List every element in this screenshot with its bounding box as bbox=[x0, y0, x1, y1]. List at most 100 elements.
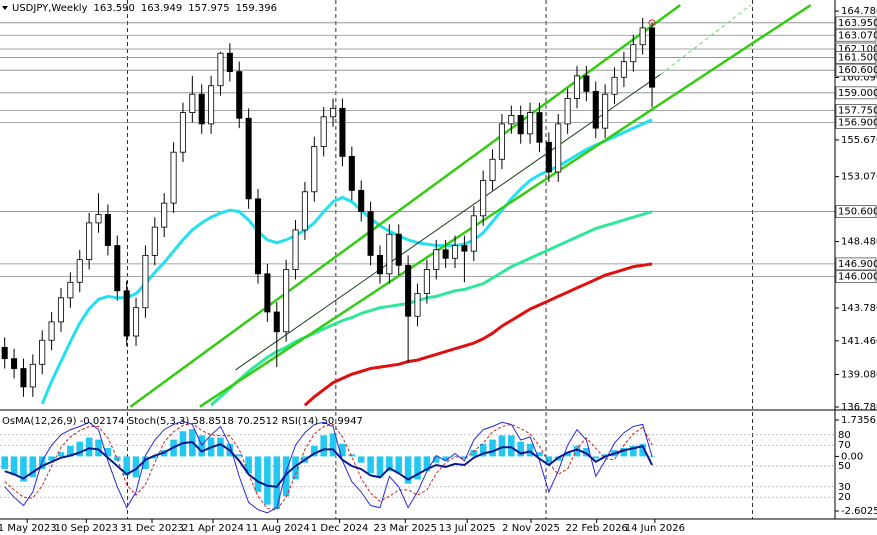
level-label-box bbox=[835, 116, 877, 129]
osma-bar bbox=[508, 435, 515, 457]
osma-bar bbox=[386, 456, 393, 472]
stoch-main bbox=[4, 420, 653, 514]
x-tick-label: 23 Mar 2025 bbox=[374, 523, 437, 534]
osma-bar bbox=[29, 456, 37, 478]
chart-header: USDJPY,Weekly 163.590 163.949 157.975 159.39… bbox=[12, 3, 277, 14]
chart-title: USDJPY,Weekly bbox=[12, 3, 88, 14]
candle-body bbox=[564, 98, 571, 125]
osma-bar bbox=[10, 456, 18, 476]
candle-body bbox=[527, 112, 534, 135]
candle-body bbox=[470, 215, 477, 252]
candle-body bbox=[639, 27, 646, 46]
level-label: 162.100 bbox=[838, 44, 877, 55]
osma-bar bbox=[479, 443, 487, 457]
y-tick-label: 141.460 bbox=[841, 336, 877, 347]
level-label-box bbox=[835, 205, 877, 218]
osma-bar bbox=[357, 456, 365, 463]
x-tick-label: 10 Sep 2023 bbox=[55, 523, 118, 534]
candle-body bbox=[442, 249, 449, 259]
osma-bar bbox=[470, 450, 478, 457]
candle-body bbox=[86, 222, 93, 261]
candle-body bbox=[480, 180, 487, 217]
header: USDJPY,Weekly 163.590 163.949 157.975 159.39… bbox=[2, 3, 363, 427]
osma-bar bbox=[329, 433, 337, 457]
level-label: 156.900 bbox=[838, 117, 877, 128]
osma-bar bbox=[630, 445, 637, 457]
osma-bar bbox=[451, 456, 459, 457]
candle-body bbox=[264, 273, 271, 313]
candle-body bbox=[376, 255, 383, 275]
osma-bar bbox=[367, 456, 374, 474]
osma-bar bbox=[620, 448, 628, 457]
candle-body bbox=[67, 281, 74, 299]
candle-body bbox=[602, 93, 609, 129]
level-label-box bbox=[835, 16, 877, 30]
candle-body bbox=[151, 226, 158, 256]
osma-bar bbox=[376, 456, 384, 478]
moving-average bbox=[210, 210, 653, 407]
level-label: 163.950 bbox=[838, 18, 877, 29]
level-label: 146.000 bbox=[838, 272, 877, 283]
candle-body bbox=[405, 264, 412, 317]
osma-bar bbox=[404, 456, 412, 484]
candle-body bbox=[592, 90, 599, 129]
header-value: 163.590 bbox=[94, 3, 135, 14]
candle-body bbox=[283, 269, 290, 333]
osma-bar bbox=[489, 439, 496, 457]
candle-body bbox=[367, 211, 374, 256]
osma-bar bbox=[132, 456, 140, 478]
candle-body bbox=[189, 93, 196, 113]
y-tick-label: 143.780 bbox=[841, 303, 877, 314]
osma-bar bbox=[592, 456, 600, 459]
header-value: 163.949 bbox=[141, 3, 182, 14]
level-label: 157.750 bbox=[838, 105, 877, 116]
candle-body bbox=[57, 297, 65, 323]
x-tick-label: 14 Jun 2026 bbox=[625, 523, 685, 534]
candle-body bbox=[414, 293, 421, 317]
osc-tick-label: 20 bbox=[838, 492, 851, 503]
candle-body bbox=[29, 363, 36, 388]
level-label: 146.900 bbox=[838, 259, 877, 270]
candle-body bbox=[114, 245, 121, 292]
x-tick-label: 22 Feb 2026 bbox=[566, 523, 628, 534]
osma-bar bbox=[564, 452, 571, 457]
osma-bar bbox=[423, 456, 431, 472]
osma-bar bbox=[95, 439, 102, 457]
y-tick-label: 139.080 bbox=[841, 369, 877, 380]
level-label-box bbox=[835, 86, 877, 100]
osma-bar bbox=[104, 448, 112, 457]
osma-bar bbox=[142, 456, 149, 469]
candle-body bbox=[583, 75, 590, 92]
candle-body bbox=[498, 123, 505, 160]
candle-body bbox=[348, 156, 355, 191]
rsi-line bbox=[4, 441, 653, 488]
candle-body bbox=[649, 27, 656, 88]
candle-body bbox=[254, 198, 262, 275]
candle-body bbox=[236, 71, 243, 119]
candle-body bbox=[536, 112, 543, 143]
x-tick-label: 1 May 2023 bbox=[0, 523, 57, 534]
candle-body bbox=[423, 269, 430, 294]
y-tick-label: 148.480 bbox=[841, 237, 877, 248]
y-tick-label: 160.090 bbox=[841, 72, 877, 83]
osma-bar bbox=[573, 445, 581, 457]
x-tick-label: 11 Aug 2024 bbox=[246, 523, 310, 534]
candle-body bbox=[573, 75, 581, 99]
osma-bar bbox=[583, 448, 590, 457]
osma-tick-label: -2.6025 bbox=[841, 506, 877, 517]
osma-bar bbox=[517, 441, 524, 457]
level-label: 163.070 bbox=[838, 30, 877, 41]
candle-body bbox=[179, 112, 186, 153]
osma-bar bbox=[245, 456, 252, 474]
candle-body bbox=[433, 249, 440, 270]
candle-body bbox=[386, 233, 393, 275]
level-label: 161.500 bbox=[838, 52, 877, 63]
osma-bar bbox=[1, 456, 8, 469]
moving-average bbox=[303, 262, 653, 407]
candle-body bbox=[339, 107, 346, 157]
candle-body bbox=[292, 229, 299, 270]
y-tick-label: 164.780 bbox=[841, 6, 877, 17]
candle-body bbox=[489, 158, 496, 181]
osma-bar bbox=[273, 456, 281, 509]
y-tick-label: 153.070 bbox=[841, 172, 877, 183]
